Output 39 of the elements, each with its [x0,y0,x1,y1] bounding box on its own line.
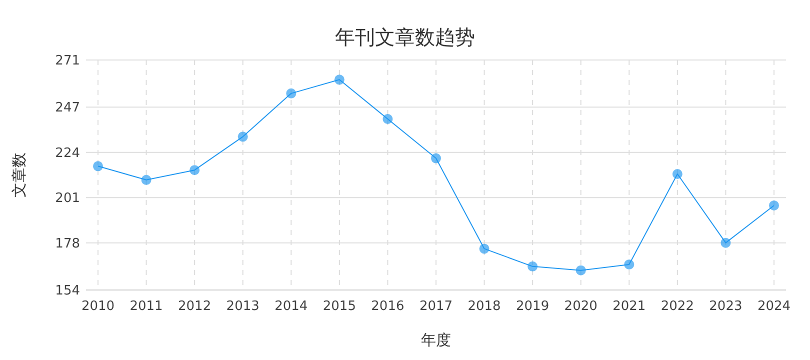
x-tick-label: 2015 [322,299,356,314]
x-tick-label: 2013 [226,299,260,314]
point [93,161,103,172]
point [624,259,634,270]
point [576,265,586,276]
point [382,114,393,124]
x-tick-label: 2014 [274,299,308,314]
x-tick-label: 2018 [468,299,501,314]
chart-title: 年刊文章数趋势 [335,25,475,49]
x-tick-label: 2011 [130,299,163,314]
point [720,238,731,248]
point [190,165,200,176]
x-axis-title: 年度 [421,331,451,349]
x-tick-label: 2016 [371,299,404,314]
x-tick-label: 2010 [81,299,115,314]
point [286,88,296,98]
y-tick-label: 178 [55,236,80,252]
x-tick-label: 2024 [757,299,791,314]
point [431,153,441,164]
point [334,74,344,85]
point [769,200,779,210]
point [479,244,490,254]
x-tick-label: 2021 [612,299,646,314]
x-tick-label: 2022 [660,299,694,314]
y-tick-label: 224 [55,146,80,161]
y-tick-label: 247 [55,100,80,116]
x-tick-label: 2012 [178,299,212,314]
x-tick-label: 2023 [709,299,742,314]
x-tick-label: 2019 [516,299,550,314]
point [238,132,248,142]
y-tick-label: 201 [55,191,80,206]
y-tick-label: 154 [55,284,80,298]
point [528,261,538,272]
x-tick-label: 2017 [419,299,453,314]
point [141,174,152,185]
point [672,169,682,180]
y-tick-label: 271 [55,54,80,68]
x-tick-label: 2020 [564,299,598,314]
y-axis-title: 文章数 [10,152,28,198]
